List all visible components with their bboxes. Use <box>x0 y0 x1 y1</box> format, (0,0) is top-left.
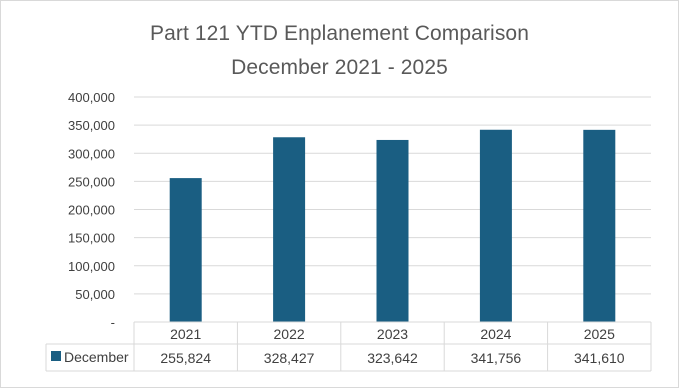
chart-subtitle: December 2021 - 2025 <box>231 56 448 79</box>
legend-swatch <box>51 351 61 361</box>
bar <box>169 178 202 322</box>
x-tick-label: 2023 <box>377 326 408 342</box>
legend-label: December <box>64 349 129 365</box>
y-tick-label: 400,000 <box>68 90 115 105</box>
y-tick-label: 100,000 <box>68 259 115 274</box>
bar <box>479 129 512 322</box>
bar <box>583 129 616 322</box>
x-tick-label: 2024 <box>480 326 511 342</box>
bar <box>376 139 409 322</box>
data-table-value: 328,427 <box>264 350 315 366</box>
y-tick-label: 350,000 <box>68 118 115 133</box>
data-table-value: 323,642 <box>367 350 418 366</box>
chart-title: Part 121 YTD Enplanement Comparison <box>150 22 529 45</box>
x-tick-label: 2021 <box>170 326 201 342</box>
data-table-value: 341,610 <box>574 350 625 366</box>
data-table-value: 341,756 <box>471 350 522 366</box>
x-tick-label: 2022 <box>274 326 305 342</box>
bar <box>273 137 306 322</box>
y-tick-label: - <box>111 315 115 330</box>
y-tick-label: 50,000 <box>75 287 115 302</box>
y-tick-label: 250,000 <box>68 174 115 189</box>
data-table-value: 255,824 <box>160 350 211 366</box>
y-tick-label: 150,000 <box>68 231 115 246</box>
y-tick-label: 200,000 <box>68 203 115 218</box>
x-tick-label: 2025 <box>584 326 615 342</box>
y-tick-label: 300,000 <box>68 146 115 161</box>
